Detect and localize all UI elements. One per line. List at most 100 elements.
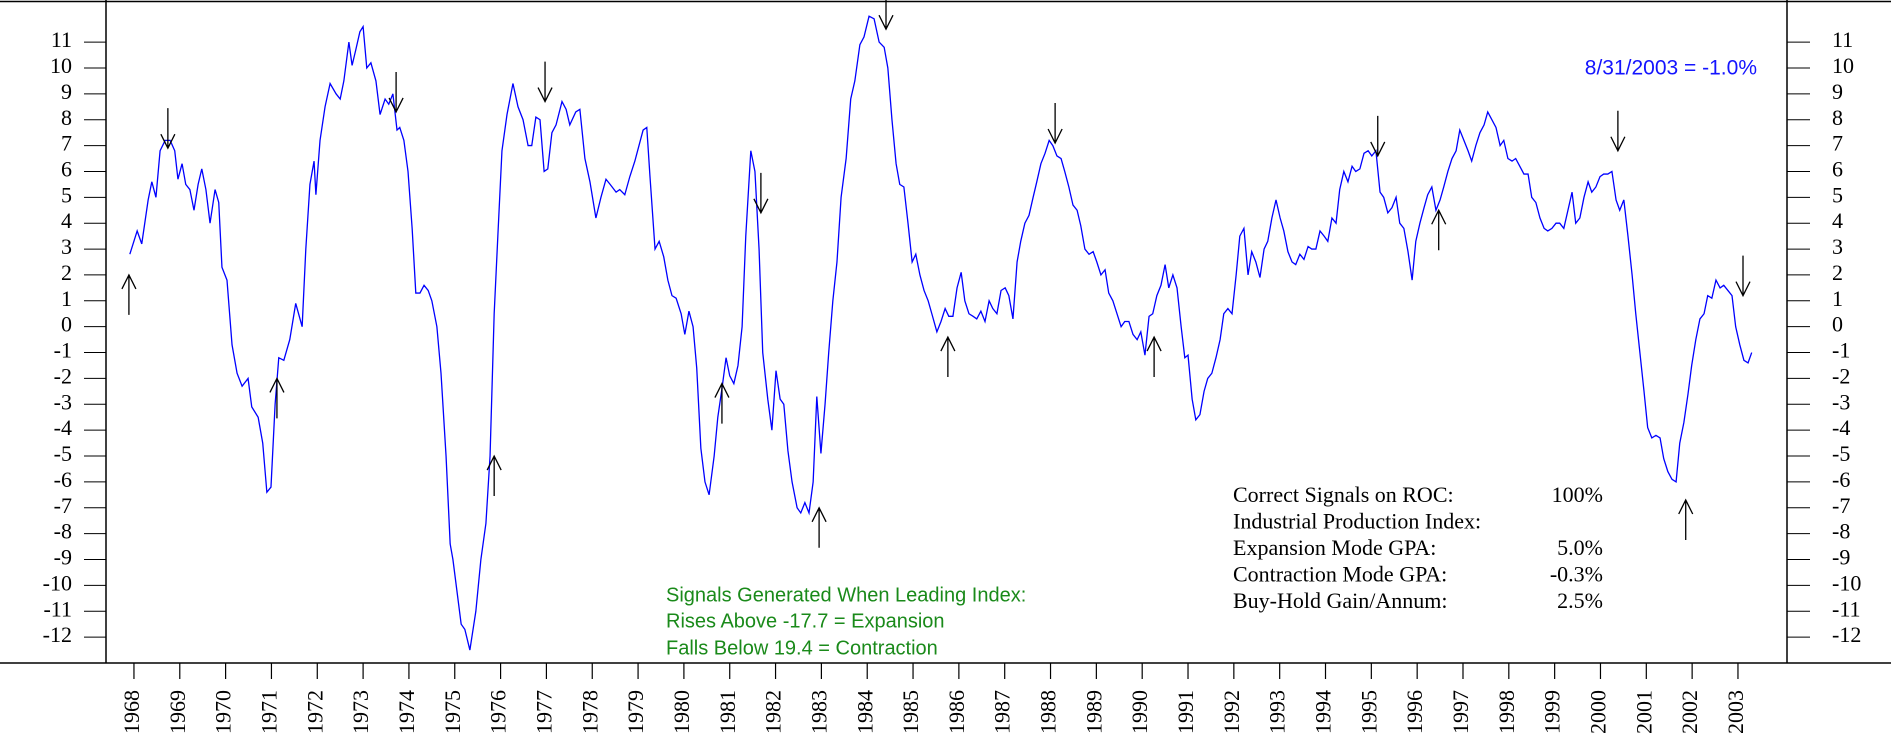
y2-tick-label: -8 bbox=[1832, 519, 1850, 544]
x-tick-label: 1974 bbox=[394, 690, 419, 734]
x-tick-label: 1972 bbox=[302, 690, 327, 734]
y-tick-label: 10 bbox=[50, 53, 72, 78]
stat-label: Buy-Hold Gain/Annum: bbox=[1233, 588, 1448, 613]
contraction-arrow bbox=[1610, 110, 1626, 153]
x-tick-label: 1994 bbox=[1311, 690, 1336, 734]
y2-tick-label: -12 bbox=[1832, 622, 1861, 647]
y2-tick-label: -3 bbox=[1832, 389, 1850, 414]
x-tick-label: 1980 bbox=[669, 690, 694, 734]
y-tick-label: 5 bbox=[61, 182, 72, 207]
x-tick-label: 1983 bbox=[806, 690, 831, 734]
y-tick-label: 0 bbox=[61, 312, 72, 337]
stat-value: 5.0% bbox=[1557, 535, 1603, 560]
stat-value: 100% bbox=[1552, 482, 1603, 507]
contraction-arrow bbox=[1047, 102, 1063, 145]
contraction-arrow bbox=[1370, 115, 1386, 158]
latest-label: 8/31/2003 = -1.0% bbox=[1585, 57, 1757, 80]
signal-note: Signals Generated When Leading Index: bbox=[666, 584, 1026, 606]
x-tick-label: 1979 bbox=[623, 690, 648, 734]
expansion-arrow bbox=[811, 506, 827, 548]
signal-note: Falls Below 19.4 = Contraction bbox=[666, 637, 938, 659]
expansion-arrow bbox=[1146, 335, 1162, 378]
x-tick-label: 1969 bbox=[165, 690, 190, 734]
y2-tick-label: 6 bbox=[1832, 157, 1843, 182]
y2-tick-label: -2 bbox=[1832, 363, 1850, 388]
expansion-arrow bbox=[940, 335, 956, 378]
expansion-arrow bbox=[121, 273, 137, 315]
y-tick-label: 4 bbox=[61, 208, 72, 233]
y2-tick-label: -1 bbox=[1832, 338, 1850, 363]
expansion-arrow bbox=[269, 376, 285, 419]
y2-tick-label: 11 bbox=[1832, 27, 1853, 52]
y2-tick-label: -6 bbox=[1832, 467, 1850, 492]
y2-tick-label: -9 bbox=[1832, 545, 1850, 570]
x-tick-label: 2000 bbox=[1586, 690, 1611, 734]
y-tick-label: 6 bbox=[61, 157, 72, 182]
contraction-arrow bbox=[753, 172, 769, 215]
stat-label: Industrial Production Index: bbox=[1233, 509, 1481, 534]
expansion-arrow bbox=[1431, 208, 1447, 251]
signal-note: Rises Above -17.7 = Expansion bbox=[666, 610, 945, 632]
y-tick-label: 2 bbox=[61, 260, 72, 285]
x-tick-label: 1985 bbox=[898, 690, 923, 734]
y2-tick-label: 10 bbox=[1832, 53, 1854, 78]
x-tick-label: 2001 bbox=[1631, 690, 1656, 734]
x-tick-label: 1975 bbox=[440, 690, 465, 734]
x-tick-label: 1971 bbox=[256, 690, 281, 734]
x-tick-label: 1982 bbox=[761, 690, 786, 734]
y-tick-label: 1 bbox=[61, 286, 72, 311]
expansion-arrow bbox=[486, 454, 502, 497]
y2-tick-label: 5 bbox=[1832, 182, 1843, 207]
x-tick-label: 1988 bbox=[1036, 690, 1061, 734]
y2-tick-label: 7 bbox=[1832, 131, 1843, 156]
y-tick-label: -11 bbox=[43, 596, 72, 621]
y-tick-label: -2 bbox=[54, 363, 72, 388]
contraction-arrow bbox=[878, 0, 894, 31]
x-tick-label: 1990 bbox=[1127, 690, 1152, 734]
y2-tick-label: 8 bbox=[1832, 105, 1843, 130]
x-tick-label: 1992 bbox=[1219, 690, 1244, 734]
x-tick-label: 1981 bbox=[715, 690, 740, 734]
x-tick-label: 1978 bbox=[577, 690, 602, 734]
x-tick-label: 1995 bbox=[1356, 690, 1381, 734]
x-tick-label: 1973 bbox=[348, 690, 373, 734]
y-tick-label: 3 bbox=[61, 234, 72, 259]
y-tick-label: -1 bbox=[54, 338, 72, 363]
expansion-arrow bbox=[1678, 498, 1694, 541]
x-tick-label: 1986 bbox=[944, 690, 969, 734]
contraction-arrow bbox=[160, 108, 176, 150]
y2-tick-label: 9 bbox=[1832, 79, 1843, 104]
x-tick-label: 2002 bbox=[1677, 690, 1702, 734]
y2-tick-label: -11 bbox=[1832, 596, 1861, 621]
x-tick-label: 2003 bbox=[1723, 690, 1748, 734]
y-tick-label: -9 bbox=[54, 545, 72, 570]
y-tick-label: -5 bbox=[54, 441, 72, 466]
y-tick-label: -8 bbox=[54, 519, 72, 544]
x-tick-label: 1989 bbox=[1081, 690, 1106, 734]
y2-tick-label: 2 bbox=[1832, 260, 1843, 285]
y-tick-label: -6 bbox=[54, 467, 72, 492]
y2-tick-label: 3 bbox=[1832, 234, 1843, 259]
x-tick-label: 1968 bbox=[119, 690, 144, 734]
x-tick-label: 1991 bbox=[1173, 690, 1198, 734]
expansion-arrow bbox=[714, 382, 730, 424]
x-tick-label: 1970 bbox=[211, 690, 236, 734]
y-tick-label: 8 bbox=[61, 105, 72, 130]
y-tick-label: -3 bbox=[54, 389, 72, 414]
stat-label: Contraction Mode GPA: bbox=[1233, 562, 1447, 587]
y2-tick-label: 1 bbox=[1832, 286, 1843, 311]
stat-label: Expansion Mode GPA: bbox=[1233, 535, 1436, 560]
x-tick-label: 1977 bbox=[531, 690, 556, 734]
data-line bbox=[129, 15, 1753, 651]
x-tick-label: 1987 bbox=[990, 690, 1015, 734]
x-tick-label: 1999 bbox=[1540, 690, 1565, 734]
x-tick-label: 1993 bbox=[1265, 690, 1290, 734]
y-tick-label: 11 bbox=[51, 27, 72, 52]
y2-tick-label: -4 bbox=[1832, 415, 1850, 440]
x-tick-label: 1997 bbox=[1448, 690, 1473, 734]
stat-value: -0.3% bbox=[1550, 562, 1603, 587]
x-tick-label: 1976 bbox=[486, 690, 511, 734]
stat-value: 2.5% bbox=[1557, 588, 1603, 613]
